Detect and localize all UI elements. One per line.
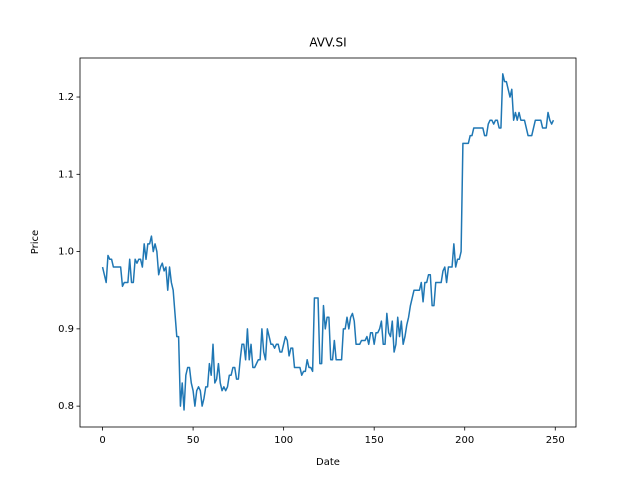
x-axis-label: Date (316, 457, 340, 468)
price-line (101, 73, 555, 411)
y-tick-label: 0.8 (58, 401, 74, 412)
x-tick-label: 150 (365, 435, 384, 446)
x-tick-label: 200 (455, 435, 474, 446)
y-tick-label: 1.0 (58, 247, 74, 258)
x-tick-label: 250 (546, 435, 565, 446)
y-tick-label: 1.2 (58, 92, 74, 103)
y-tick-label: 0.9 (58, 324, 74, 335)
chart-title: AVV.SI (309, 36, 346, 50)
y-tick-label: 1.1 (58, 169, 74, 180)
y-axis-label: Price (30, 230, 41, 254)
x-tick-label: 0 (99, 435, 105, 446)
x-tick-label: 50 (187, 435, 200, 446)
x-tick-label: 100 (274, 435, 293, 446)
plot-frame (79, 57, 577, 428)
